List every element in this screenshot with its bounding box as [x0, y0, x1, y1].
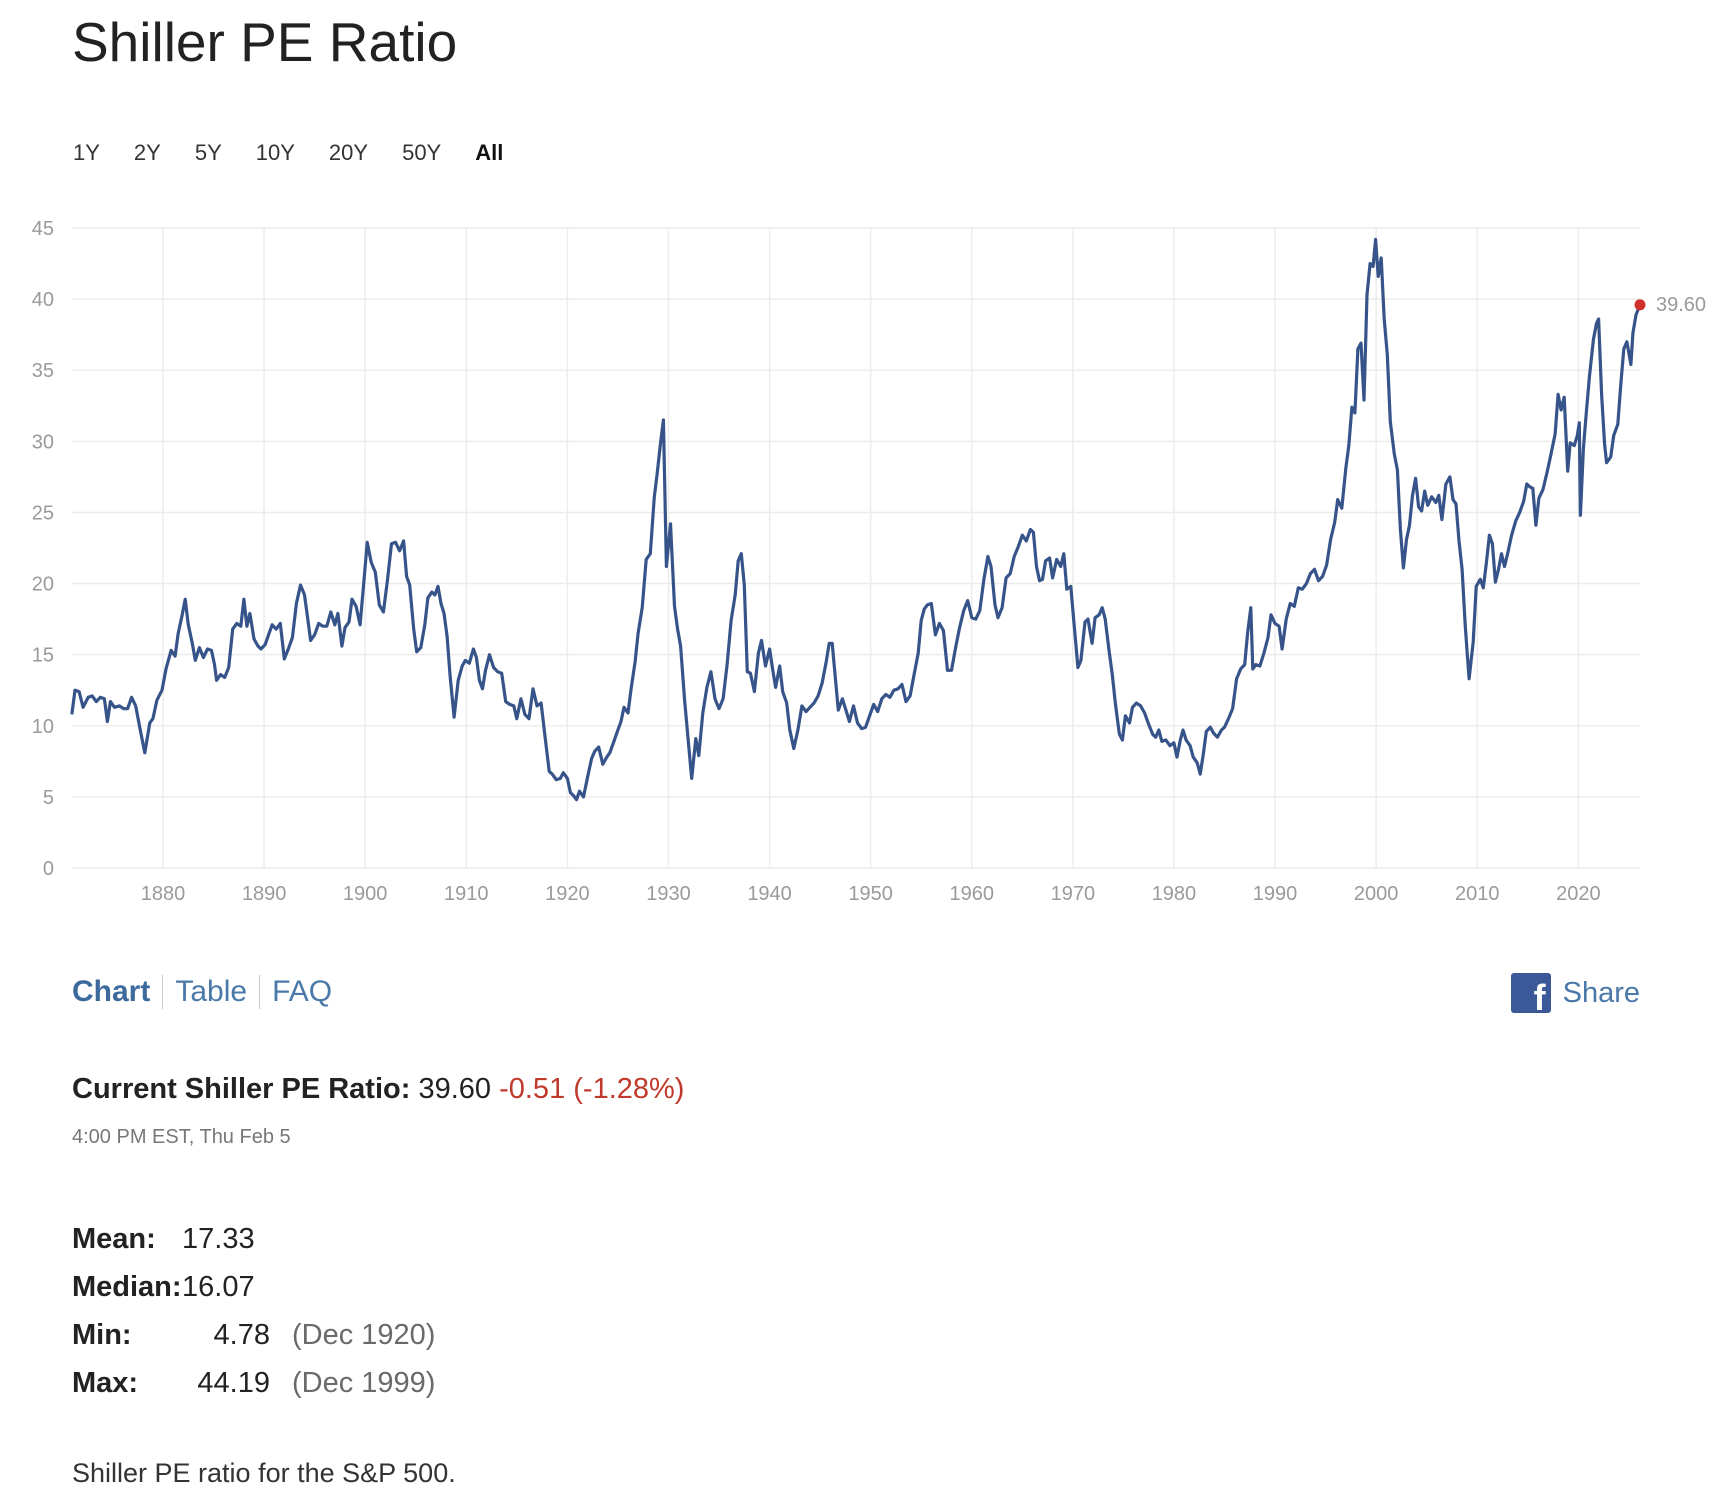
y-tick-label: 30 [32, 431, 54, 453]
x-tick-label: 2020 [1556, 883, 1601, 905]
x-tick-label: 1990 [1253, 883, 1298, 905]
x-tick-label: 1980 [1152, 883, 1197, 905]
stat-label: Min: [72, 1318, 132, 1351]
range-50y-button[interactable]: 50Y [402, 140, 442, 165]
page-title: Shiller PE Ratio [72, 11, 458, 73]
shiller-pe-series-line [70, 237, 1642, 802]
stat-row-min: Min: 4.78 (Dec 1920) [72, 1311, 435, 1359]
current-value-line: Current Shiller PE Ratio: 39.60 -0.51 (-… [72, 1073, 684, 1106]
range-10y-button[interactable]: 10Y [255, 140, 295, 165]
stat-value: 4.78 [213, 1318, 270, 1351]
stat-label: Median: [72, 1270, 182, 1303]
current-change: -0.51 (-1.28%) [499, 1073, 685, 1105]
range-20y-button[interactable]: 20Y [328, 140, 369, 165]
x-axis-ticks: 1880 1890 1900 1910 1920 1930 1940 1950 1960 1970… [141, 883, 1601, 905]
y-tick-label: 45 [32, 218, 54, 240]
stat-date: (Dec 1920) [292, 1318, 436, 1351]
stat-row-median: Median: 16.07 [72, 1263, 435, 1311]
stat-label: Mean: [72, 1222, 156, 1255]
view-tabs: Chart Table FAQ [72, 975, 332, 1009]
range-selector: 1Y 2Y 5Y 10Y 20Y 50Y All [73, 140, 537, 166]
stat-value: 17.33 [182, 1222, 255, 1255]
facebook-icon[interactable]: f [1510, 973, 1551, 1016]
tab-divider [162, 975, 164, 1009]
x-tick-label: 1920 [545, 883, 590, 905]
page-description: Shiller PE ratio for the S&P 500. [72, 1458, 456, 1488]
y-tick-label: 40 [32, 289, 54, 311]
y-axis-ticks: 0 5 10 15 20 25 30 35 40 45 [32, 218, 54, 880]
share-button[interactable]: f Share [1510, 973, 1640, 1016]
x-tick-label: 2000 [1354, 883, 1399, 905]
tab-divider [259, 975, 261, 1009]
x-tick-label: 1900 [343, 883, 388, 905]
latest-value-label: 39.60 [1656, 294, 1706, 316]
tab-chart[interactable]: Chart [72, 975, 151, 1008]
y-tick-label: 25 [32, 502, 54, 524]
stats-block: Mean: 17.33 Median: 16.07 Min: 4.78 (Dec… [72, 1215, 435, 1407]
y-tick-label: 20 [32, 574, 54, 596]
timestamp: 4:00 PM EST, Thu Feb 5 [72, 1126, 291, 1148]
range-2y-button[interactable]: 2Y [133, 140, 161, 165]
x-tick-label: 1970 [1051, 883, 1096, 905]
stat-date: (Dec 1999) [292, 1366, 436, 1399]
x-tick-label: 1910 [444, 883, 489, 905]
current-label: Current Shiller PE Ratio: [72, 1073, 411, 1105]
latest-value-marker [1634, 299, 1646, 311]
tab-table[interactable]: Table [175, 975, 248, 1008]
x-tick-label: 2010 [1455, 883, 1500, 905]
share-label[interactable]: Share [1562, 976, 1640, 1009]
stat-value: 44.19 [197, 1366, 270, 1399]
stat-label: Max: [72, 1366, 139, 1399]
y-tick-label: 5 [43, 787, 54, 809]
tab-faq[interactable]: FAQ [272, 975, 333, 1008]
range-all-button[interactable]: All [475, 140, 504, 165]
x-tick-label: 1890 [242, 883, 287, 905]
x-tick-label: 1930 [646, 883, 691, 905]
y-tick-label: 0 [43, 858, 54, 880]
range-1y-button[interactable]: 1Y [73, 140, 100, 165]
y-tick-label: 10 [32, 716, 54, 738]
x-tick-label: 1950 [848, 883, 893, 905]
current-value: 39.60 [418, 1073, 492, 1105]
x-tick-label: 1960 [950, 883, 995, 905]
x-tick-label: 1940 [747, 883, 792, 905]
x-tick-label: 1880 [141, 883, 186, 905]
range-5y-button[interactable]: 5Y [194, 140, 222, 165]
stat-row-mean: Mean: 17.33 [72, 1215, 435, 1263]
stat-row-max: Max: 44.19 (Dec 1999) [72, 1359, 435, 1407]
stat-value: 16.07 [182, 1270, 255, 1303]
y-tick-label: 35 [32, 360, 54, 382]
y-tick-label: 15 [32, 645, 54, 667]
